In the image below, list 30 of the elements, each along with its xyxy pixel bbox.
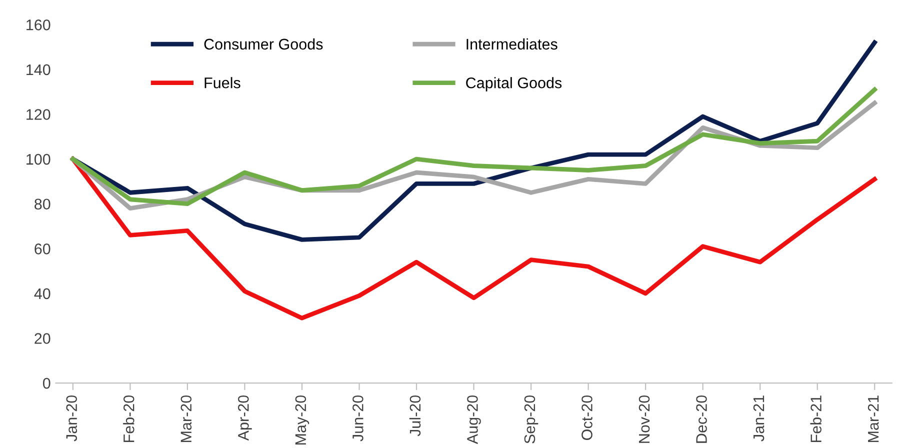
x-tick-label: May-20 — [295, 395, 310, 445]
legend-label: Capital Goods — [466, 77, 562, 92]
x-tick-label: Mar-20 — [180, 395, 192, 442]
legend-label: Intermediates — [466, 38, 558, 50]
legend-label: Fuels — [204, 77, 240, 88]
x-tick-label: Sep-20 — [524, 395, 538, 444]
line-series — [70, 156, 877, 320]
x-tick-label: Feb-20 — [123, 395, 134, 442]
x-tick-label: Apr-20 — [238, 395, 252, 441]
x-tick-label: Jun-20 — [352, 395, 364, 442]
legend-label: Consumer Goods — [204, 38, 323, 50]
x-tick-label: Oct-20 — [582, 395, 592, 440]
x-tick-label: Feb-21 — [810, 396, 822, 442]
y-tick-label: 0 — [42, 378, 50, 389]
y-tick-label: 40 — [34, 288, 50, 300]
y-tick-label: 60 — [34, 244, 50, 254]
y-tick-label: 140 — [26, 64, 50, 76]
x-tick-label: Mar-21 — [868, 396, 879, 442]
x-tick-label: Jan-20 — [66, 395, 78, 442]
y-tick-label: 120 — [26, 109, 50, 120]
y-tick-label: 100 — [26, 154, 50, 165]
y-tick-label: 160 — [26, 20, 50, 30]
x-tick-label: Jul-20 — [409, 395, 421, 436]
y-tick-label: 20 — [34, 333, 50, 344]
x-tick-label: Aug-20 — [467, 395, 481, 444]
line-series — [70, 40, 877, 242]
x-tick-label: Jan-21 — [753, 396, 764, 442]
x-tick-label: Dec-20 — [696, 395, 707, 443]
y-tick-label: 80 — [34, 198, 50, 210]
x-tick-label: Nov-20 — [638, 395, 650, 443]
